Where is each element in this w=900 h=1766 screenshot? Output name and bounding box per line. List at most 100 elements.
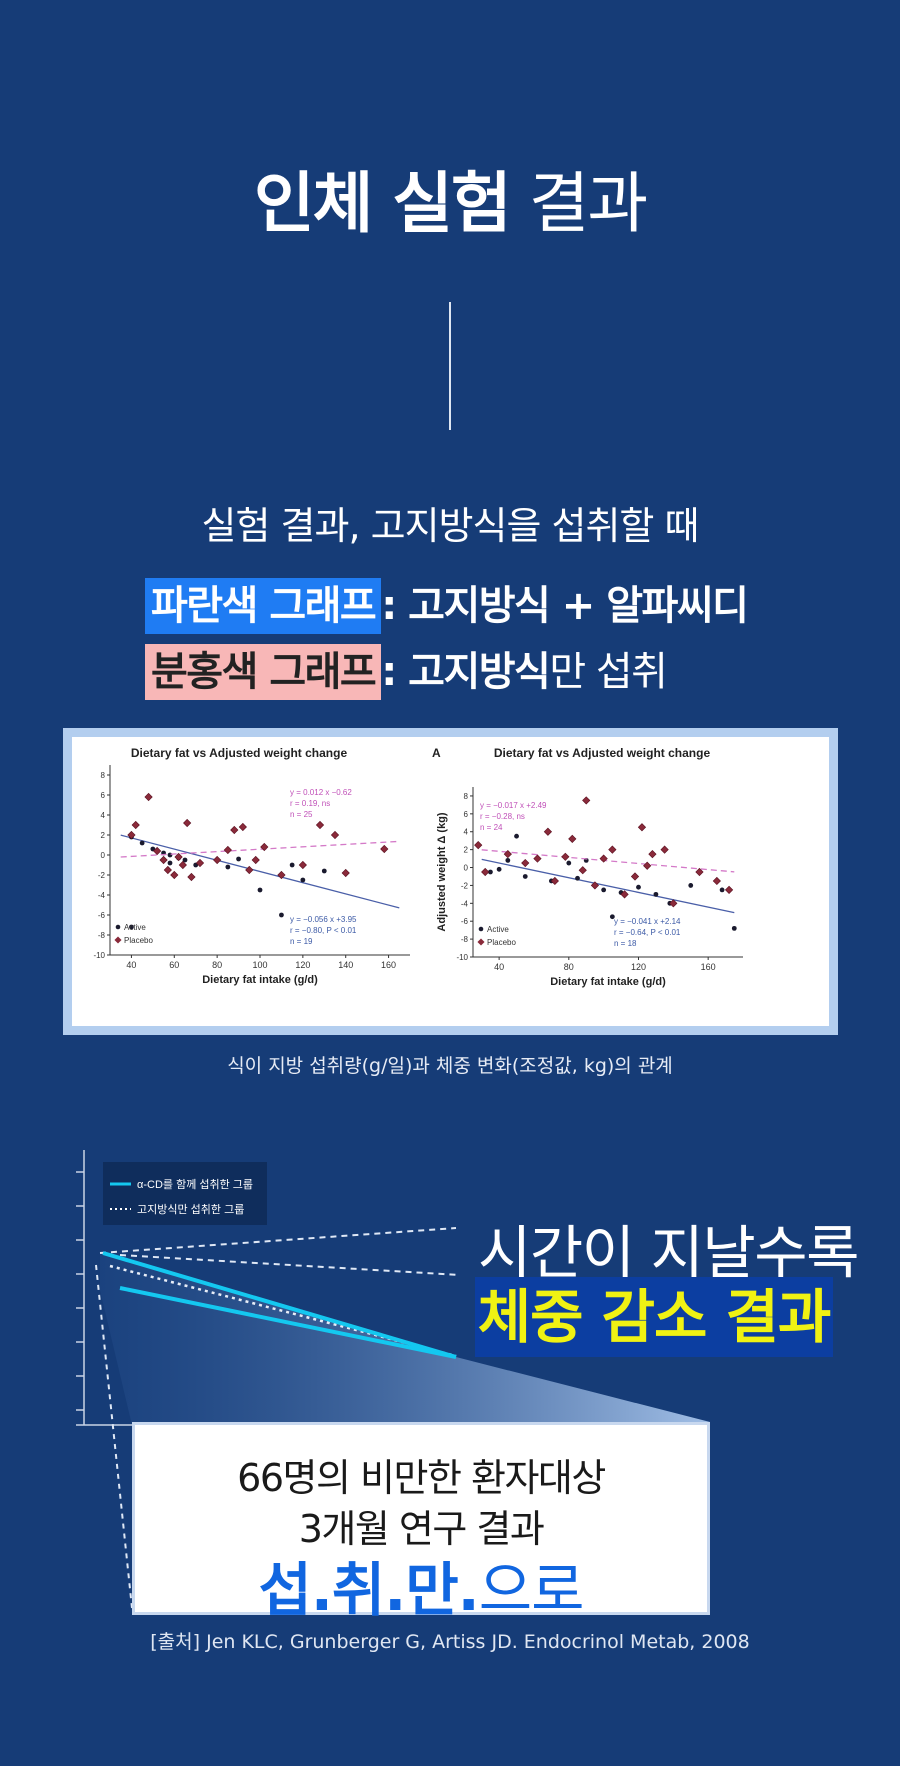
chart1-x-tick-label: 80	[212, 960, 222, 970]
chart2-y-tick-label: 4	[464, 828, 469, 837]
chart1-placebo-point	[127, 830, 136, 840]
chart1-legend-placebo-marker	[114, 936, 122, 944]
chart2-annotation-placebo: n = 24	[480, 823, 503, 832]
chart1-active-point	[167, 852, 173, 858]
legend-pink-row: 분홍색 그래프: 고지방식만 섭취	[145, 639, 668, 700]
chart2-legend-active-label: Active	[487, 925, 509, 934]
chart2-x-tick-label: 80	[564, 962, 574, 972]
chart2-active-point	[719, 887, 725, 893]
chart1-y-tick-label: -8	[98, 931, 106, 940]
result-highlight: 체중 감소 결과	[475, 1277, 833, 1357]
chart2-title: Dietary fat vs Adjusted weight change	[494, 746, 711, 760]
study-info-box: 66명의 비만한 환자대상 3개월 연구 결과 섭.취.만.으로	[132, 1422, 710, 1624]
source-citation: [출처] Jen KLC, Grunberger G, Artiss JD. E…	[150, 1631, 750, 1653]
chart2-placebo-point	[561, 852, 570, 861]
chart2-annotation-active: n = 18	[614, 939, 637, 948]
chart2-active-point	[636, 884, 641, 890]
chart2-active-point	[496, 866, 502, 872]
chart2-annotation-placebo: r = −0.28, ns	[480, 812, 525, 821]
chart1-title: Dietary fat vs Adjusted weight change	[131, 746, 348, 760]
blue-graph-desc: : 고지방식 + 알파씨디	[381, 583, 749, 629]
chart1-legend-active-marker	[115, 924, 121, 930]
study-line-3-bold: 섭.취.만.	[258, 1556, 480, 1624]
trend-legend-box	[103, 1162, 267, 1225]
chart1-placebo-point	[159, 855, 168, 865]
chart1-active-point	[321, 868, 327, 874]
chart1-active-point	[139, 840, 145, 846]
trend-zoom-fan	[100, 1253, 710, 1425]
chart1-active-point	[300, 877, 306, 883]
chart1-placebo-point	[174, 852, 183, 862]
chart1-y-tick-label: -6	[98, 911, 106, 920]
chart1-legend-placebo-label: Placebo	[124, 936, 153, 945]
chart2-active-point	[522, 874, 528, 879]
chart2-xlabel: Dietary fat intake (g/d)	[550, 976, 666, 988]
study-line-1: 66명의 비만한 환자대상	[237, 1456, 606, 1500]
chart2-placebo-fit-line	[481, 849, 735, 873]
scatter-charts-svg: Dietary fat vs Adjusted weight change 8 6 4…	[93, 746, 743, 988]
chart2-placebo-point	[578, 866, 587, 875]
result-heading: 시간이 지날수록	[478, 1219, 859, 1287]
chart1-placebo-point	[330, 830, 340, 840]
chart2-legend-placebo-label: Placebo	[487, 938, 516, 947]
divider-line	[449, 302, 451, 430]
chart2-panel-label: A	[432, 746, 441, 760]
chart2-y-tick-label: 6	[464, 810, 469, 819]
chart2-placebo-point	[481, 867, 490, 877]
chart1-placebo-point	[315, 820, 325, 830]
chart2-y-tick-label: -6	[461, 917, 469, 926]
chart1-active-point	[289, 862, 295, 868]
chart2-placebo-point	[599, 854, 608, 863]
chart2-legend-placebo-marker	[477, 938, 485, 946]
chart2-x-tick-label: 40	[494, 962, 504, 972]
scatter-charts-panel: Dietary fat vs Adjusted weight change 8 6 4…	[72, 737, 829, 1026]
chart2-y-tick-label: 8	[464, 792, 469, 801]
chart2-placebo-point	[543, 827, 553, 836]
chart2-ylabel: Adjusted weight Δ (kg)	[436, 812, 448, 931]
chart1-placebo-point	[213, 855, 222, 865]
chart1-placebo-point	[230, 825, 239, 835]
chart1-x-tick-label: 100	[252, 960, 267, 970]
chart1-active-fit-line	[120, 834, 400, 909]
chart1-placebo-point	[298, 860, 307, 870]
chart2-annotation-active: r = −0.64, P < 0.01	[614, 928, 681, 937]
chart2-annotation-placebo: y = −0.017 x +2.49	[480, 801, 547, 810]
chart2-active-point	[488, 869, 493, 875]
page-title-bold: 인체 실험	[253, 165, 512, 242]
chart1-y-tick-label: 6	[101, 791, 106, 800]
chart1-x-tick-label: 40	[126, 960, 136, 970]
chart1-placebo-point	[341, 868, 350, 878]
chart2-y-tick-label: -8	[461, 935, 469, 944]
chart1-active-point	[279, 912, 284, 918]
chart2-active-point	[609, 914, 615, 920]
chart1-y-tick-label: 4	[101, 811, 106, 820]
trend-chart-svg: α-CD를 함께 섭취한 그룹 고지방식만 섭취한 그룹	[76, 1150, 710, 1609]
chart1-placebo-point	[223, 845, 232, 855]
chart1-annotation-placebo: n = 25	[290, 810, 313, 819]
chart1-x-tick-label: 140	[338, 960, 353, 970]
chart1-y-tick-label: 0	[101, 851, 106, 860]
chart1-active-point	[167, 860, 173, 866]
chart2-active-point	[688, 883, 694, 888]
chart1-active-point	[236, 856, 241, 862]
chart1-placebo-point	[170, 870, 179, 880]
chart1-y-tick-label: -2	[98, 871, 106, 880]
chart1-legend-active-label: Active	[124, 923, 146, 932]
chart1-placebo-point	[163, 865, 172, 875]
pink-graph-desc-bold: : 고지방식	[381, 649, 551, 695]
chart2-placebo-point	[695, 867, 704, 877]
chart1-annotation-active: r = −0.80, P < 0.01	[290, 926, 357, 935]
chart1-placebo-point	[380, 844, 389, 854]
intro-text: 실험 결과, 고지방식을 섭취할 때	[201, 504, 700, 548]
chart1-placebo-point	[153, 846, 162, 856]
chart1-active-point	[257, 887, 263, 893]
chart2-placebo-point	[660, 845, 669, 854]
chart2-placebo-point	[582, 796, 591, 805]
chart1-placebo-point	[195, 858, 205, 868]
page-title-normal: 결과	[528, 165, 648, 242]
chart1-active-point	[129, 924, 134, 930]
chart2-placebo-point	[474, 841, 483, 850]
chart1-annotation-active: y = −0.056 x +3.95	[290, 915, 357, 924]
chart2-active-point	[601, 887, 607, 893]
blue-graph-tag: 파란색 그래프	[145, 578, 382, 634]
